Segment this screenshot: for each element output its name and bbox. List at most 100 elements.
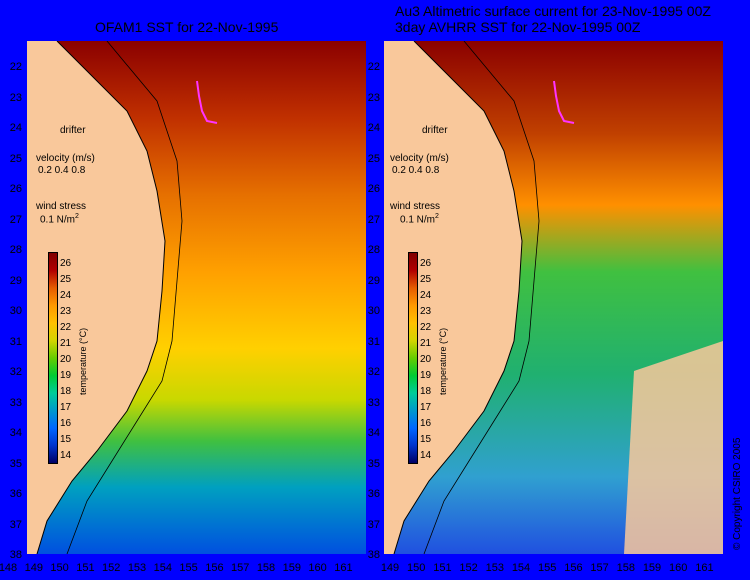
latitude-tick-label: 35 [9, 457, 22, 470]
coastline [393, 41, 523, 554]
latitude-tick-label: 28 [367, 244, 380, 256]
longitude-tick-label: 157 [231, 562, 250, 574]
right-panel-title-line2: 3day AVHRR SST for 22-Nov-1995 00Z [395, 19, 641, 35]
longitude-tick-label: 155 [538, 562, 557, 574]
longitude-tick-label: 156 [205, 562, 224, 574]
latitude-tick-label: 34 [367, 427, 380, 439]
colorbar-tick-label: 23 [60, 306, 72, 317]
colorbar-tick-label: 18 [420, 386, 432, 397]
colorbar-tick-label: 20 [60, 354, 72, 365]
latitude-tick-label: 27 [9, 213, 22, 226]
colorbar-tick-label: 15 [420, 434, 432, 445]
right-panel-title-line1: Au3 Altimetric surface current for 23-No… [395, 3, 711, 19]
longitude-tick-label: 158 [256, 562, 276, 574]
longitude-tick-label: 148 [0, 562, 18, 574]
latitude-tick-label: 36 [367, 488, 380, 500]
shelf-contour [66, 41, 183, 554]
longitude-tick-label: 156 [564, 562, 583, 574]
colorbar-tick-label: 16 [60, 418, 72, 429]
latitude-tick-label: 31 [367, 335, 380, 348]
colorbar-unit-left: temperature (°C) [78, 327, 88, 395]
latitude-tick-label: 22 [367, 61, 380, 73]
colorbar-unit-right: temperature (°C) [438, 327, 448, 395]
colorbar-tick-label: 21 [420, 338, 432, 349]
latitude-tick-label: 22 [9, 61, 22, 73]
colorbar-tick-label: 23 [420, 306, 432, 317]
legend-wind-label-right: wind stress [390, 201, 441, 212]
latitude-tick-label: 32 [9, 366, 22, 378]
legend-velocity-label: velocity (m/s) [36, 153, 95, 164]
legend-wind-label: wind stress [36, 201, 87, 212]
colorbar-tick-label: 19 [420, 370, 432, 381]
legend-wind-value: 0.1 N/m2 [40, 213, 79, 226]
longitude-tick-label: 160 [669, 562, 688, 574]
colorbar-tick-label: 14 [420, 450, 432, 461]
colorbar-tick-label: 19 [60, 370, 72, 381]
longitude-tick-label: 158 [616, 562, 635, 574]
legend-drifter-right: drifter [422, 125, 448, 136]
longitude-tick-label: 150 [407, 562, 426, 574]
colorbar-tick-label: 24 [60, 290, 72, 301]
drifter-track [553, 80, 575, 124]
latitude-tick-label: 23 [9, 91, 22, 104]
shelf-contour [423, 41, 540, 554]
longitude-tick-label: 155 [179, 562, 198, 574]
latitude-tick-label: 24 [9, 122, 22, 134]
legend-velocity-values-right: 0.2 0.4 0.8 [392, 165, 440, 176]
legend-velocity-label-right: velocity (m/s) [390, 153, 449, 164]
latitude-tick-label: 29 [9, 274, 22, 287]
longitude-tick-label: 151 [433, 562, 452, 574]
longitude-tick-label: 153 [485, 562, 504, 574]
latitude-tick-label: 23 [367, 91, 380, 104]
colorbar-tick-label: 22 [420, 322, 432, 333]
latitude-tick-label: 32 [367, 366, 380, 378]
latitude-tick-label: 33 [367, 396, 380, 409]
longitude-tick-label: 149 [24, 562, 43, 574]
colorbar-tick-label: 26 [60, 258, 72, 269]
longitude-tick-label: 152 [459, 562, 478, 574]
legend-velocity-values: 0.2 0.4 0.8 [38, 165, 86, 176]
latitude-tick-label: 34 [9, 427, 22, 439]
longitude-tick-label: 160 [308, 562, 327, 574]
latitude-tick-label: 29 [367, 274, 380, 287]
colorbar-tick-label: 21 [60, 338, 72, 349]
latitude-tick-label: 25 [367, 152, 380, 165]
left-sst-map [27, 41, 366, 554]
colorbar-tick-label: 25 [60, 274, 72, 285]
longitude-tick-label: 154 [153, 562, 172, 574]
longitude-tick-label: 152 [102, 562, 121, 574]
longitude-tick-label: 161 [695, 562, 714, 574]
coastline [36, 41, 166, 554]
ocean-region [37, 41, 366, 554]
colorbar-right [408, 252, 418, 464]
longitude-tick-label: 157 [590, 562, 609, 574]
colorbar-tick-label: 24 [420, 290, 432, 301]
longitude-tick-label: 154 [511, 562, 531, 574]
longitude-tick-label: 150 [50, 562, 69, 574]
latitude-tick-label: 36 [9, 488, 22, 500]
colorbar-tick-label: 16 [420, 418, 432, 429]
longitude-tick-label: 159 [642, 562, 662, 574]
longitude-tick-label: 161 [334, 562, 353, 574]
longitude-tick-label: 149 [380, 562, 400, 574]
colorbar-tick-label: 15 [60, 434, 72, 445]
colorbar-tick-label: 14 [60, 450, 72, 461]
legend-wind-value-right: 0.1 N/m2 [400, 213, 439, 226]
latitude-tick-label: 26 [9, 183, 22, 195]
longitude-tick-label: 151 [76, 562, 95, 574]
latitude-tick-label: 37 [367, 518, 380, 531]
colorbar-tick-label: 17 [420, 402, 432, 413]
colorbar-left [48, 252, 58, 464]
latitude-tick-label: 35 [367, 457, 380, 470]
legend-drifter: drifter [60, 125, 86, 136]
latitude-tick-label: 31 [9, 335, 22, 348]
latitude-tick-label: 38 [9, 549, 22, 561]
latitude-tick-label: 28 [9, 244, 22, 256]
latitude-tick-label: 33 [9, 396, 22, 409]
longitude-tick-label: 159 [282, 562, 301, 574]
colorbar-tick-label: 26 [420, 258, 432, 269]
colorbar-tick-label: 18 [60, 386, 72, 397]
latitude-tick-label: 30 [9, 305, 22, 317]
colorbar-tick-label: 17 [60, 402, 72, 413]
latitude-tick-label: 30 [367, 305, 380, 317]
